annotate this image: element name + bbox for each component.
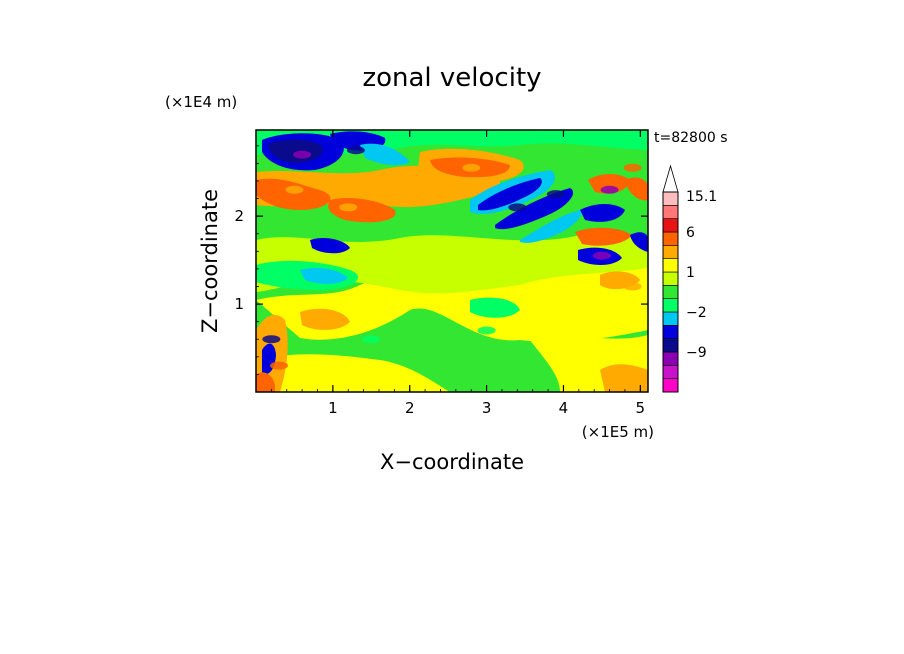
colorbar-swatch-7: [662, 285, 679, 299]
colorbar-swatch-4: [662, 325, 679, 339]
colorbar-swatch-13: [662, 205, 679, 219]
plot-area: [256, 130, 648, 392]
colorbar-label-0: 15.1: [686, 189, 717, 205]
colorbar-swatch-9: [662, 258, 679, 273]
field-feature-5: [600, 185, 619, 194]
chart-title: zonal velocity: [362, 63, 541, 93]
field-feature-3: [508, 203, 527, 212]
colorbar-extend-arrow: [662, 164, 679, 193]
colorbar-swatch-2: [662, 351, 679, 366]
colorbar-swatch-14: [662, 191, 679, 206]
colorbar-swatch-5: [662, 311, 679, 326]
time-label: t=82800 s: [654, 130, 728, 146]
field-feature-14: [477, 326, 496, 335]
colorbar: 15.1 6 1 −2 −9: [662, 164, 717, 393]
x-tick-label-0: 1: [328, 399, 338, 417]
y-axis-label: Z−coordinate: [198, 189, 222, 333]
colorbar-swatch-11: [662, 231, 679, 246]
x-tick-label-3: 4: [559, 399, 569, 417]
x-multiplier-label: (×1E5 m): [582, 423, 654, 441]
colorbar-swatch-1: [662, 365, 679, 379]
x-axis-label: X−coordinate: [380, 450, 524, 474]
field-feature-11: [262, 335, 281, 344]
colorbar-swatch-8: [662, 271, 679, 286]
colorbar-label-4: −9: [686, 345, 707, 361]
colorbar-frame: [662, 191, 679, 393]
field-feature-8: [600, 229, 619, 238]
colorbar-swatch-12: [662, 218, 679, 233]
field-feature-9: [285, 185, 304, 194]
field-feature-15: [362, 335, 381, 344]
colorbar-label-1: 6: [686, 225, 695, 241]
y-tick-label-1: 2: [234, 207, 244, 225]
colorbar-swatch-10: [662, 245, 679, 259]
plot-frame: [255, 129, 649, 393]
colorbar-label-2: 1: [686, 265, 695, 281]
field-feature-4: [546, 190, 565, 199]
field-feature-12: [270, 361, 289, 370]
colorbar-swatch-6: [662, 298, 679, 313]
field-feature-6: [592, 251, 611, 260]
x-axis: 1 2 3 4 5: [270, 130, 646, 417]
x-tick-label-4: 5: [636, 399, 646, 417]
x-tick-label-1: 2: [405, 399, 415, 417]
field-feature-13: [623, 282, 642, 291]
colorbar-swatch-3: [662, 338, 679, 353]
y-multiplier-label: (×1E4 m): [165, 93, 237, 111]
field-feature-10: [339, 203, 358, 212]
field-feature-2: [462, 163, 481, 172]
field-feature-7: [623, 163, 642, 172]
field-feature-0: [293, 150, 312, 159]
colorbar-label-3: −2: [686, 305, 707, 321]
y-axis: 12: [234, 145, 648, 375]
y-tick-label-0: 1: [234, 295, 244, 313]
colorbar-swatch-0: [662, 378, 679, 393]
field-feature-1: [346, 146, 365, 155]
x-tick-label-2: 3: [482, 399, 492, 417]
